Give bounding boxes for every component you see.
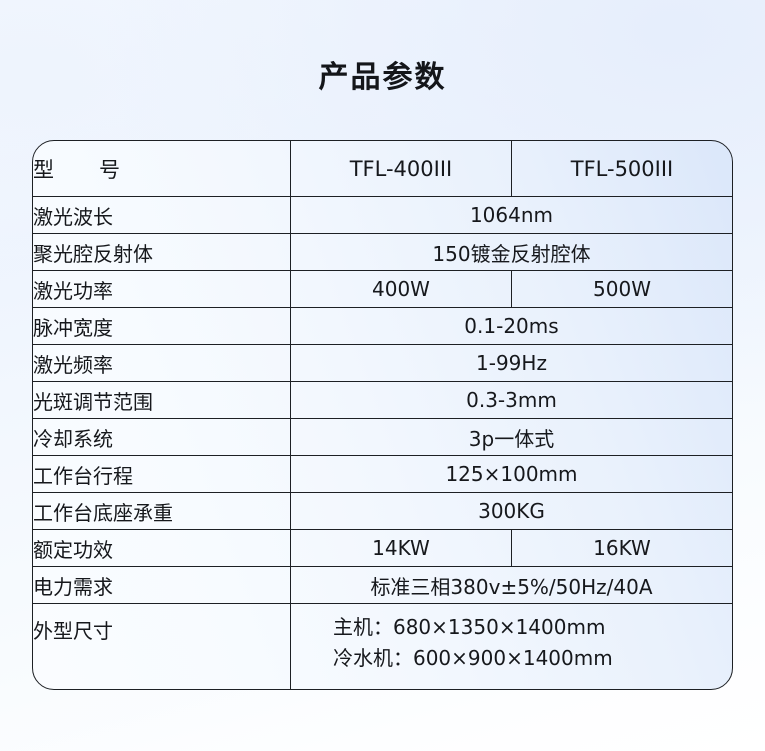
row-value-wavelength: 1064nm (290, 196, 732, 234)
row-label-spot-range: 光斑调节范围 (33, 381, 291, 419)
row-label-table-load: 工作台底座承重 (33, 492, 291, 530)
table-row: 脉冲宽度 0.1-20ms (33, 307, 732, 345)
row-value-rated-power-500: 16KW (511, 529, 732, 567)
product-spec-table: 型 号 TFL-400III TFL-500III 激光波长 1064nm 聚光… (33, 141, 732, 690)
row-value-dimensions: 主机：680×1350×1400mm 冷水机：600×900×1400mm (290, 604, 732, 690)
row-label-dimensions: 外型尺寸 (33, 603, 291, 689)
table-row: 工作台行程 125×100mm (33, 455, 732, 493)
table-row: 外型尺寸 主机：680×1350×1400mm 冷水机：600×900×1400… (33, 603, 732, 690)
table-row: 工作台底座承重 300KG (33, 492, 732, 530)
row-label-model: 型 号 (33, 141, 291, 197)
table-row: 光斑调节范围 0.3-3mm (33, 381, 732, 419)
table-row: 激光频率 1-99Hz (33, 344, 732, 382)
row-label-power-requirement: 电力需求 (33, 566, 291, 604)
table-row: 额定功效 14KW 16KW (33, 529, 732, 567)
table-row: 电力需求 标准三相380v±5%/50Hz/40A (33, 566, 732, 604)
table-row: 激光波长 1064nm (33, 196, 732, 234)
dimension-line-main-unit: 主机：680×1350×1400mm (332, 615, 606, 639)
row-value-laser-power-500: 500W (511, 270, 732, 308)
row-value-cavity-reflector: 150镀金反射腔体 (290, 233, 732, 271)
table-header-row: 型 号 TFL-400III TFL-500III (33, 141, 732, 197)
table-row: 聚光腔反射体 150镀金反射腔体 (33, 233, 732, 271)
row-value-pulse-width: 0.1-20ms (290, 307, 732, 345)
table-row: 激光功率 400W 500W (33, 270, 732, 308)
column-header-model-500: TFL-500III (511, 141, 732, 197)
row-label-rated-power: 额定功效 (33, 529, 291, 567)
table-row: 冷却系统 3p一体式 (33, 418, 732, 456)
row-label-frequency: 激光频率 (33, 344, 291, 382)
row-label-cooling-system: 冷却系统 (33, 418, 291, 456)
row-value-rated-power-400: 14KW (290, 529, 512, 567)
row-label-wavelength: 激光波长 (33, 196, 291, 234)
row-value-laser-power-400: 400W (290, 270, 512, 308)
row-label-table-travel: 工作台行程 (33, 455, 291, 493)
row-value-cooling-system: 3p一体式 (290, 418, 732, 456)
row-value-frequency: 1-99Hz (290, 344, 732, 382)
row-value-table-load: 300KG (290, 492, 732, 530)
row-value-power-requirement: 标准三相380v±5%/50Hz/40A (290, 566, 732, 604)
column-header-model-400: TFL-400III (290, 141, 512, 197)
row-label-pulse-width: 脉冲宽度 (33, 307, 291, 345)
dimension-line-chiller: 冷水机：600×900×1400mm (332, 646, 613, 670)
row-label-cavity-reflector: 聚光腔反射体 (33, 233, 291, 271)
spec-table-container: 型 号 TFL-400III TFL-500III 激光波长 1064nm 聚光… (32, 140, 733, 690)
row-label-laser-power: 激光功率 (33, 270, 291, 308)
row-value-table-travel: 125×100mm (290, 455, 732, 493)
row-value-spot-range: 0.3-3mm (290, 381, 732, 419)
page-title: 产品参数 (318, 60, 447, 95)
